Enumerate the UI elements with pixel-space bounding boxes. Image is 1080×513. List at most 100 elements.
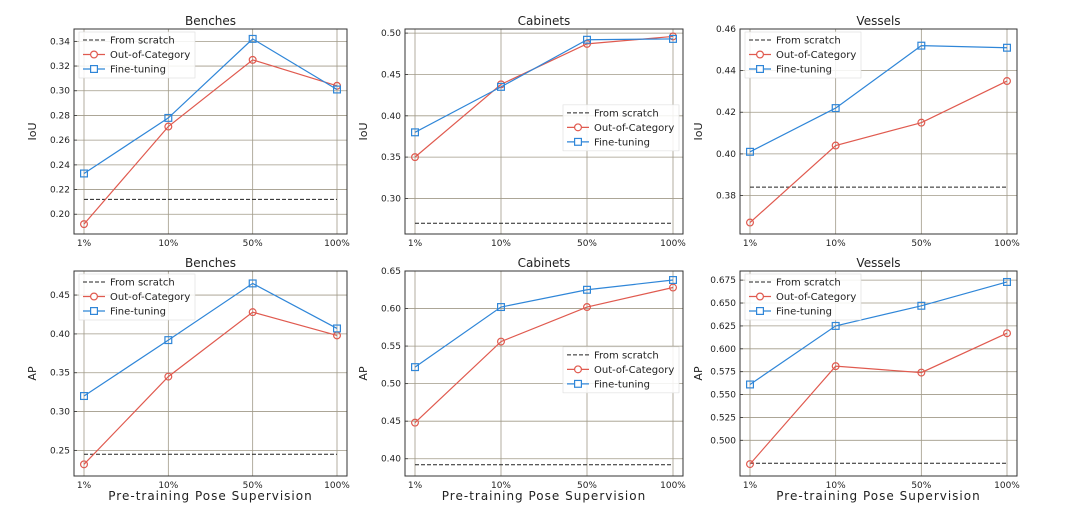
y-tick-label: 0.42 [716, 108, 736, 118]
y-tick-label: 0.40 [50, 330, 70, 340]
plot-frame [404, 28, 684, 235]
series-line-out-of-category [749, 80, 1008, 223]
data-point-out-of-category [497, 337, 506, 346]
legend: From scratch Out-of-Category Fine-tuning [562, 104, 680, 152]
data-point-fine-tuning [411, 363, 420, 372]
legend-label: Out-of-Category [776, 50, 856, 61]
legend-label: Fine-tuning [594, 137, 650, 148]
data-point-fine-tuning [745, 380, 754, 389]
chart-title: Benches [185, 256, 236, 270]
data-point-fine-tuning [497, 82, 506, 91]
x-axis-label: Pre-training Pose Supervision [776, 489, 980, 503]
legend: From scratch Out-of-Category Fine-tuning [78, 273, 196, 321]
legend-label: From scratch [110, 278, 175, 289]
x-tick-label: 1% [408, 239, 423, 249]
y-tick-label: 0.35 [50, 369, 70, 379]
y-tick-label: 0.55 [381, 342, 401, 352]
legend-marker-fine-tuning [755, 307, 764, 316]
x-tick-label: 100% [994, 239, 1020, 249]
data-point-out-of-category [1002, 329, 1011, 338]
data-point-out-of-category [668, 283, 677, 292]
data-point-out-of-category [164, 122, 173, 131]
y-tick-label: 0.20 [50, 210, 70, 220]
y-tick-label: 0.50 [381, 380, 401, 390]
chart-panel-5: 0.40 0.45 0.50 0.55 0.60 0.65 1% 10% 50% 100% Cabi… [357, 256, 686, 503]
x-tick-label: 1% [743, 481, 758, 491]
series-line-fine-tuning [749, 45, 1008, 153]
data-point-fine-tuning [164, 113, 173, 122]
data-point-out-of-category [582, 303, 591, 312]
chart-title: Vessels [856, 14, 900, 28]
x-tick-label: 1% [743, 239, 758, 249]
y-axis-label: AP [692, 366, 705, 381]
legend-marker-fine-tuning [755, 64, 764, 73]
legend-marker-fine-tuning [89, 307, 98, 316]
data-point-fine-tuning [333, 324, 342, 333]
legend-label: From scratch [776, 36, 841, 47]
data-point-fine-tuning [745, 147, 754, 156]
x-tick-label: 10% [491, 481, 511, 491]
chart-panel-4: 0.25 0.30 0.35 0.40 0.45 1% 10% 50% 100% Benches A… [26, 256, 350, 503]
data-point-fine-tuning [831, 321, 840, 330]
data-point-out-of-category [411, 418, 420, 427]
legend-marker-fine-tuning [573, 379, 582, 388]
legend-label: Fine-tuning [594, 379, 650, 390]
x-axis-label: Pre-training Pose Supervision [108, 489, 312, 503]
data-point-fine-tuning [668, 276, 677, 285]
legend-marker-fine-tuning [573, 137, 582, 146]
legend: From scratch Out-of-Category Fine-tuning [562, 346, 680, 394]
x-tick-label: 100% [324, 481, 350, 491]
chart-panel-3: 0.38 0.40 0.42 0.44 0.46 1% 10% 50% 100% Vessels I… [692, 14, 1020, 249]
plot-frame [73, 270, 348, 477]
y-tick-label: 0.550 [710, 391, 736, 401]
y-tick-label: 0.65 [381, 267, 401, 277]
y-tick-label: 0.525 [710, 413, 736, 423]
legend-label: Out-of-Category [110, 50, 190, 61]
data-point-out-of-category [745, 460, 754, 469]
y-axis-label: IoU [26, 122, 39, 140]
data-point-out-of-category [79, 220, 88, 229]
chart-panel-1: 0.20 0.22 0.24 0.26 0.28 0.30 0.32 0.34 1% 10% 50%… [26, 14, 350, 249]
data-point-out-of-category [248, 308, 257, 317]
legend-marker-out-of-category [755, 292, 764, 301]
x-tick-label: 10% [826, 481, 846, 491]
y-tick-label: 0.600 [710, 345, 736, 355]
y-tick-label: 0.500 [710, 436, 736, 446]
y-axis-label: IoU [357, 122, 370, 140]
data-point-out-of-category [831, 362, 840, 371]
plot-frame [73, 28, 348, 235]
x-axis-label: Pre-training Pose Supervision [442, 489, 646, 503]
legend-marker-fine-tuning [89, 64, 98, 73]
x-tick-label: 100% [994, 481, 1020, 491]
series-line-fine-tuning [83, 282, 338, 397]
data-point-fine-tuning [917, 41, 926, 50]
legend-label: From scratch [594, 350, 659, 361]
y-tick-label: 0.32 [50, 62, 70, 72]
data-point-fine-tuning [1002, 43, 1011, 52]
y-tick-label: 0.24 [50, 161, 70, 171]
series-line-out-of-category [83, 59, 338, 225]
legend-marker-out-of-category [573, 123, 582, 132]
y-tick-label: 0.575 [710, 368, 736, 378]
data-point-out-of-category [79, 460, 88, 469]
data-point-out-of-category [582, 39, 591, 48]
x-tick-label: 1% [77, 481, 92, 491]
data-point-out-of-category [1002, 77, 1011, 86]
x-tick-label: 100% [660, 239, 686, 249]
legend-marker-out-of-category [89, 50, 98, 59]
y-axis-label: IoU [692, 122, 705, 140]
chart-title: Cabinets [518, 256, 571, 270]
x-tick-label: 50% [911, 481, 931, 491]
legend-label: From scratch [594, 108, 659, 119]
y-tick-label: 0.45 [50, 291, 70, 301]
data-point-out-of-category [164, 372, 173, 381]
y-tick-label: 0.25 [50, 446, 70, 456]
y-tick-label: 0.45 [381, 417, 401, 427]
legend: From scratch Out-of-Category Fine-tuning [744, 31, 862, 79]
y-tick-label: 0.45 [381, 70, 401, 80]
plot-frame [404, 270, 684, 477]
x-tick-label: 10% [158, 481, 178, 491]
x-tick-label: 1% [408, 481, 423, 491]
series-line-fine-tuning [414, 279, 674, 368]
data-point-fine-tuning [582, 285, 591, 294]
